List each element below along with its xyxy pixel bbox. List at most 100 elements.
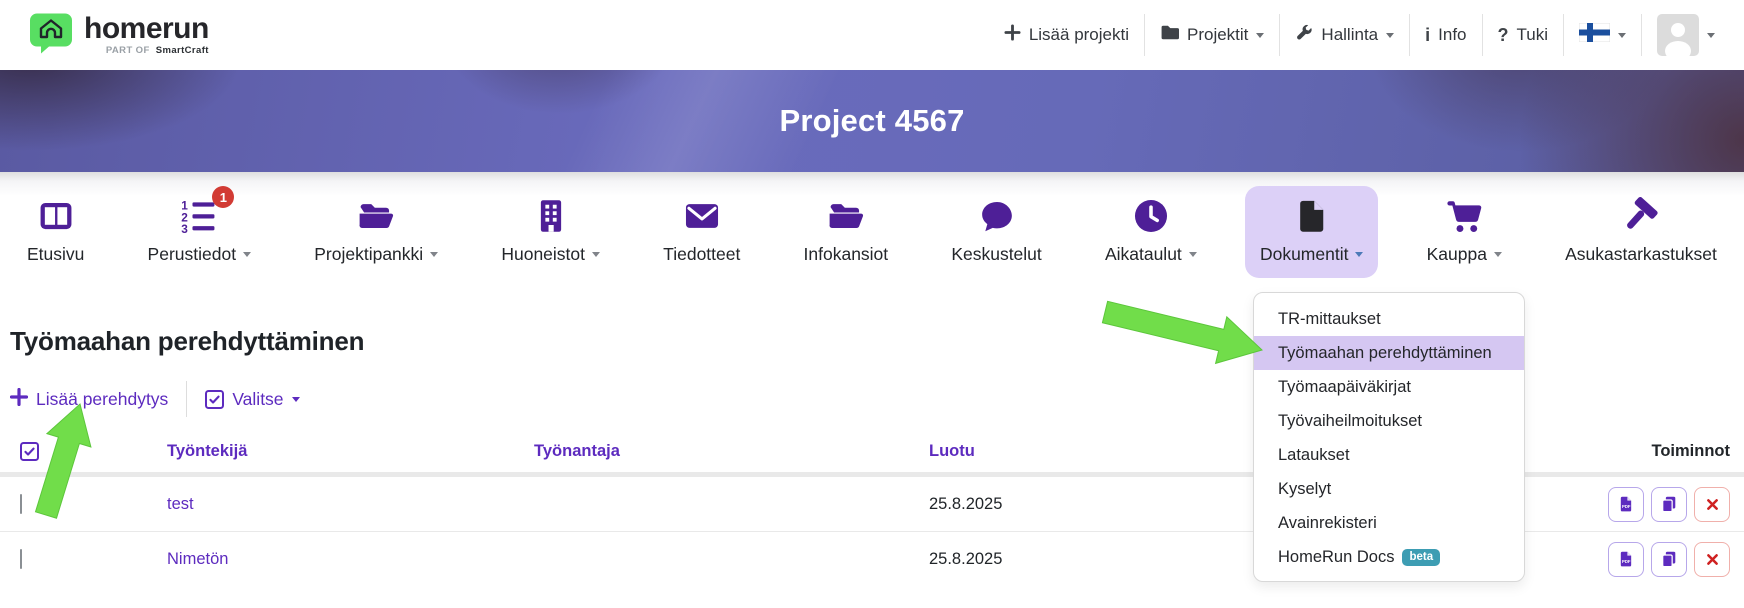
notification-badge: 1	[212, 186, 235, 208]
select-all-checkbox[interactable]	[20, 442, 39, 461]
col-header-created: Luotu	[929, 442, 975, 460]
nav-item-etusivu[interactable]: Etusivu	[12, 186, 99, 278]
tagline-prefix: PART OF	[105, 45, 150, 57]
nav-item-tiedotteet[interactable]: Tiedotteet	[648, 186, 755, 278]
language-selector[interactable]	[1564, 22, 1641, 47]
divider	[1641, 14, 1642, 56]
clock-icon	[1132, 195, 1170, 235]
chevron-down-icon	[1493, 252, 1502, 257]
main-content: Työmaahan perehdyttäminen Lisää perehdyt…	[0, 326, 1744, 586]
table-row: test 25.8.2025 PDF	[0, 477, 1744, 531]
add-project-button[interactable]: Lisää projekti	[989, 24, 1144, 46]
homerun-bubble-house-icon	[28, 11, 74, 60]
svg-text:2: 2	[182, 210, 189, 224]
pdf-button[interactable]: PDF	[1608, 541, 1644, 577]
menu-item-kyselyt[interactable]: Kyselyt	[1278, 480, 1332, 498]
chevron-down-icon	[243, 252, 252, 257]
finland-flag-icon	[1578, 22, 1611, 47]
svg-text:PDF: PDF	[1621, 559, 1630, 564]
inductions-table: Työntekijä Työnantaja Luotu Toiminnot te…	[0, 433, 1744, 586]
dokumentit-dropdown-menu: TR-mittaukset Työmaahan perehdyttäminen …	[1253, 292, 1525, 582]
nav-item-asukastarkastukset[interactable]: Asukastarkastukset	[1550, 186, 1732, 278]
columns-icon	[37, 195, 75, 235]
brand-name: homerun	[84, 12, 209, 46]
chevron-down-icon	[592, 252, 601, 257]
avatar	[1657, 14, 1699, 56]
divider	[1144, 14, 1145, 56]
menu-item-tyomaahan-perehdyttaminen[interactable]: Työmaahan perehdyttäminen	[1254, 336, 1524, 370]
plus-icon	[1004, 24, 1021, 46]
employee-link[interactable]: test	[167, 494, 194, 513]
nav-item-kauppa[interactable]: Kauppa	[1412, 186, 1517, 278]
copy-button[interactable]	[1651, 541, 1687, 577]
checkbox-checked-icon	[205, 389, 225, 409]
copy-button[interactable]	[1651, 486, 1687, 522]
col-header-actions: Toiminnot	[1651, 442, 1730, 460]
user-menu[interactable]	[1642, 14, 1730, 56]
top-menu: Lisää projekti Projektit Hallinta i	[989, 14, 1730, 56]
project-nav: Etusivu 1 2 3 1 Perustiedot	[0, 172, 1744, 288]
row-checkbox[interactable]	[20, 548, 22, 569]
nav-item-dokumentit[interactable]: Dokumentit	[1244, 186, 1379, 278]
question-icon: ?	[1497, 24, 1509, 45]
chevron-down-icon	[1256, 32, 1265, 38]
col-header-employer: Työnantaja	[534, 442, 620, 460]
add-induction-button[interactable]: Lisää perehdytys	[9, 387, 168, 411]
divider	[1481, 14, 1483, 56]
top-navbar: homerun PART OF SmartCraft Lisää projekt…	[0, 0, 1744, 70]
menu-item-tyomaapaivakirjat[interactable]: Työmaapäiväkirjat	[1278, 378, 1411, 396]
nav-item-projektipankki[interactable]: Projektipankki	[299, 186, 453, 278]
folder-open-icon	[826, 195, 866, 235]
chevron-down-icon	[1707, 32, 1715, 38]
nav-item-perustiedot[interactable]: 1 2 3 1 Perustiedot	[133, 186, 267, 278]
nav-item-keskustelut[interactable]: Keskustelut	[936, 186, 1056, 278]
col-header-employee: Työntekijä	[167, 442, 248, 460]
created-cell: 25.8.2025	[929, 494, 1003, 513]
table-row: Nimetön 25.8.2025 PDF	[0, 532, 1744, 586]
nav-item-huoneistot[interactable]: Huoneistot	[486, 186, 615, 278]
chevron-down-icon	[430, 252, 439, 257]
nav-item-aikataulut[interactable]: Aikataulut	[1090, 186, 1212, 278]
hero-banner: Project 4567	[0, 70, 1744, 172]
info-icon: i	[1425, 24, 1431, 45]
menu-item-tr-mittaukset[interactable]: TR-mittaukset	[1278, 310, 1381, 328]
menu-item-homerun-docs[interactable]: HomeRun Docs beta	[1254, 540, 1524, 574]
divider	[0, 531, 1744, 532]
menu-item-tyovaiheilmoitukset[interactable]: Työvaiheilmoitukset	[1278, 412, 1422, 430]
menu-item-avainrekisteri[interactable]: Avainrekisteri	[1278, 514, 1377, 532]
svg-text:1: 1	[182, 198, 189, 212]
created-cell: 25.8.2025	[929, 549, 1003, 568]
homerun-logo[interactable]: homerun PART OF SmartCraft	[28, 11, 209, 60]
hammer-icon	[1622, 195, 1660, 235]
ordered-list-icon: 1 2 3 1	[180, 186, 235, 235]
table-header-row: Työntekijä Työnantaja Luotu Toiminnot	[0, 433, 1744, 470]
folder-icon	[1160, 24, 1179, 46]
nav-item-infokansiot[interactable]: Infokansiot	[789, 186, 904, 278]
info-menu[interactable]: i Info	[1425, 24, 1467, 45]
row-checkbox[interactable]	[20, 493, 22, 514]
employee-link[interactable]: Nimetön	[167, 549, 229, 568]
chevron-down-icon	[1188, 252, 1197, 257]
wrench-icon	[1295, 24, 1313, 47]
delete-button[interactable]	[1694, 541, 1730, 577]
folder-open-icon	[356, 195, 396, 235]
menu-item-lataukset[interactable]: Lataukset	[1278, 446, 1350, 464]
delete-button[interactable]	[1694, 486, 1730, 522]
divider	[1563, 14, 1564, 56]
chevron-down-icon	[1618, 32, 1626, 38]
divider	[1409, 14, 1411, 56]
admin-menu[interactable]: Hallinta	[1280, 24, 1409, 47]
projects-menu[interactable]: Projektit	[1145, 24, 1279, 46]
divider	[1279, 14, 1281, 56]
select-dropdown-button[interactable]: Valitse	[205, 389, 300, 410]
shopping-cart-icon	[1444, 195, 1484, 235]
chevron-down-icon	[291, 396, 300, 402]
building-icon	[533, 195, 569, 235]
chevron-down-icon	[1355, 252, 1364, 257]
beta-badge: beta	[1402, 549, 1441, 566]
pdf-button[interactable]: PDF	[1608, 486, 1644, 522]
svg-text:3: 3	[182, 222, 189, 235]
support-menu[interactable]: ? Tuki	[1497, 24, 1549, 45]
divider	[0, 472, 1744, 477]
